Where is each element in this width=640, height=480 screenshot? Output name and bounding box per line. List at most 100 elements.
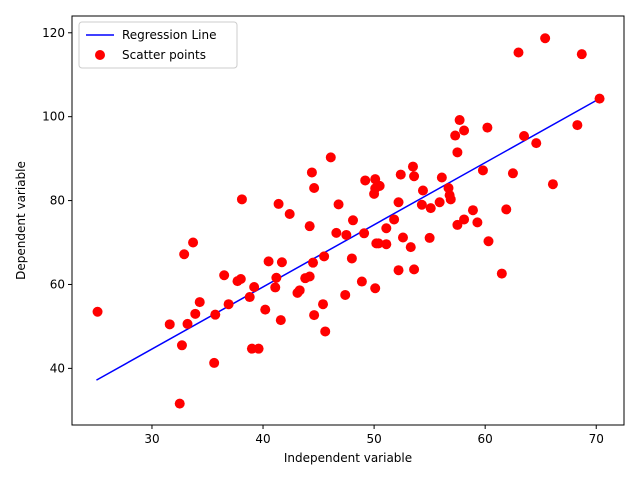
scatter-point <box>273 198 284 209</box>
scatter-point <box>244 292 255 303</box>
scatter-point <box>275 315 286 326</box>
y-tick-label: 80 <box>50 194 65 208</box>
legend-label-scatter: Scatter points <box>122 48 206 62</box>
scatter-point <box>223 299 234 310</box>
scatter-point <box>397 232 408 243</box>
scatter-point <box>164 319 175 330</box>
scatter-point <box>445 194 456 205</box>
scatter-point <box>477 165 488 176</box>
scatter-point <box>347 215 358 226</box>
scatter-point <box>393 265 404 276</box>
x-axis-ticks: 30 40 50 60 70 <box>144 425 604 446</box>
scatter-point <box>209 357 220 368</box>
scatter-point <box>325 152 336 163</box>
scatter-point <box>356 276 367 287</box>
scatter-point <box>395 169 406 180</box>
scatter-point <box>425 203 436 214</box>
scatter-point <box>407 161 418 172</box>
plot-frame <box>71 15 625 426</box>
scatter-point <box>594 93 605 104</box>
scatter-point <box>576 49 587 60</box>
scatter-point <box>359 228 370 239</box>
y-tick-label: 60 <box>50 277 65 291</box>
scatter-point <box>436 172 447 183</box>
scatter-point <box>188 237 199 248</box>
scatter-point <box>253 343 264 354</box>
scatter-point <box>263 256 274 267</box>
x-tick-label: 60 <box>478 432 493 446</box>
y-axis-ticks: 40 60 80 100 120 <box>42 26 72 375</box>
scatter-point <box>572 120 583 131</box>
scatter-point <box>174 398 185 409</box>
scatter-point <box>176 340 187 351</box>
scatter-point <box>409 264 420 275</box>
scatter-point <box>92 306 103 317</box>
scatter-point <box>260 304 271 315</box>
scatter-point <box>346 253 357 264</box>
scatter-point <box>249 281 260 292</box>
scatter-point <box>405 242 416 253</box>
scatter-point <box>496 268 507 279</box>
scatter-point <box>501 204 512 215</box>
y-tick-label: 40 <box>50 361 65 375</box>
scatter-point <box>370 283 381 294</box>
scatter-point <box>472 217 483 228</box>
scatter-point <box>483 236 494 247</box>
scatter-point <box>452 147 463 158</box>
legend-point-swatch <box>95 50 105 60</box>
scatter-point <box>306 167 317 178</box>
scatter-point <box>381 223 392 234</box>
scatter-point <box>270 282 281 293</box>
scatter-point <box>381 239 392 250</box>
scatter-point <box>467 205 478 216</box>
legend-label-regression: Regression Line <box>122 28 216 42</box>
scatter-point <box>540 33 551 44</box>
scatter-point <box>331 227 342 238</box>
scatter-point <box>424 232 435 243</box>
scatter-point <box>318 299 329 310</box>
scatter-point <box>507 168 518 179</box>
y-tick-label: 120 <box>42 26 65 40</box>
scatter-point <box>434 197 445 208</box>
scatter-point <box>513 47 524 58</box>
scatter-point <box>519 130 530 141</box>
y-axis-label: Dependent variable <box>14 161 28 280</box>
scatter-point <box>373 238 384 249</box>
x-tick-label: 30 <box>144 432 159 446</box>
scatter-point <box>194 297 205 308</box>
x-tick-label: 40 <box>255 432 270 446</box>
y-tick-label: 100 <box>42 110 65 124</box>
scatter-point <box>190 308 201 319</box>
scatter-point <box>459 125 470 136</box>
scatter-point <box>333 199 344 210</box>
scatter-point <box>452 219 463 230</box>
scatter-point <box>320 326 331 337</box>
scatter-point <box>284 208 295 219</box>
x-tick-label: 50 <box>366 432 381 446</box>
scatter-point <box>374 180 385 191</box>
scatter-point <box>547 179 558 190</box>
scatter-point <box>482 122 493 133</box>
scatter-point <box>454 115 465 126</box>
scatter-point <box>276 257 287 268</box>
scatter-point <box>450 130 461 141</box>
scatter-point <box>417 185 428 196</box>
plot-content <box>92 33 605 409</box>
scatter-point <box>236 194 247 205</box>
legend: Regression Line Scatter points <box>78 21 238 69</box>
scatter-point <box>393 197 404 208</box>
scatter-point <box>179 249 190 260</box>
legend-box <box>78 21 238 69</box>
scatter-point <box>341 229 352 240</box>
x-tick-label: 70 <box>589 432 604 446</box>
scatter-point <box>219 270 230 281</box>
scatter-point <box>308 257 319 268</box>
scatter-point <box>360 175 371 186</box>
scatter-point <box>309 310 320 321</box>
scatter-point <box>304 271 315 282</box>
scatter-point <box>309 182 320 193</box>
scatter-point <box>319 251 330 262</box>
scatter-point <box>531 138 542 149</box>
scatter-point <box>340 289 351 300</box>
